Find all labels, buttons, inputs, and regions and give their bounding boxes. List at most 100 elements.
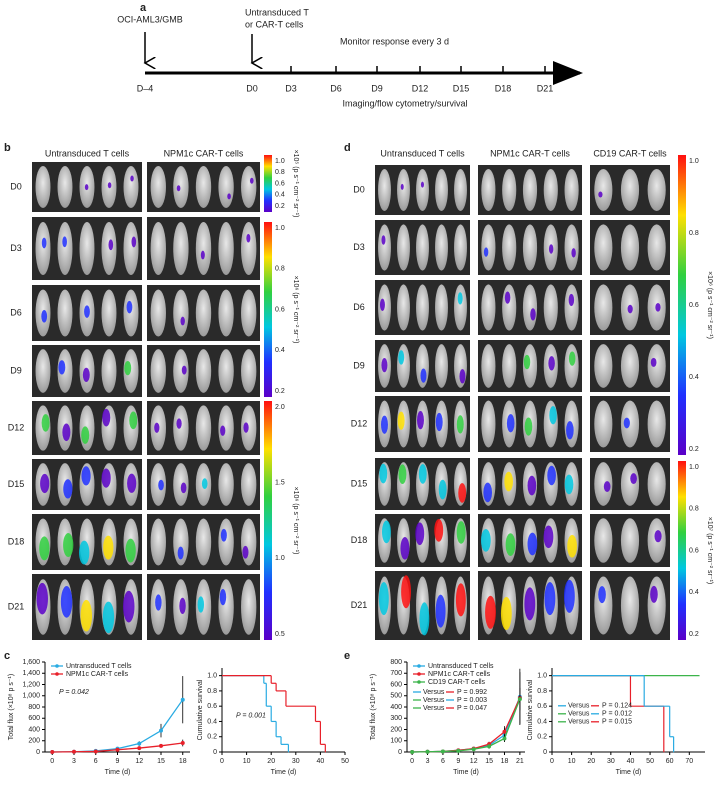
mouse [564, 169, 579, 211]
signal [84, 305, 90, 318]
x-tick-label: 10 [243, 758, 251, 765]
y-tick-label: 1,000 [22, 693, 40, 700]
signal [129, 411, 138, 430]
signal [126, 300, 133, 314]
signal [58, 360, 66, 375]
x-tick-label: 0 [220, 758, 224, 765]
mouse [620, 400, 640, 448]
y-tick-label: 0.2 [207, 734, 217, 741]
day-label: D21 [537, 83, 554, 93]
column-header: NPM1c CAR-T cells [164, 148, 244, 158]
mouse [195, 518, 212, 566]
signal [623, 417, 630, 429]
y-axis-label: Total flux (×10⁸ p s⁻¹) [8, 674, 15, 740]
mouse [101, 222, 117, 275]
compare-label: Versus [568, 719, 590, 726]
day-label: D0 [246, 83, 258, 93]
mouse [218, 222, 234, 275]
mouse [416, 224, 429, 271]
signal [103, 535, 114, 560]
mouse [195, 289, 212, 337]
mouse [620, 576, 640, 635]
signal [176, 185, 181, 192]
mouse [481, 224, 496, 271]
mouse [481, 169, 496, 211]
x-tick-label: 12 [470, 758, 478, 765]
row-label: D0 [353, 184, 365, 194]
colorbar-tick: 0.6 [275, 306, 285, 313]
mouse [35, 222, 51, 275]
signal [400, 536, 410, 560]
point [440, 749, 445, 754]
signal [654, 530, 662, 543]
signal [420, 181, 424, 188]
mouse [594, 169, 613, 211]
day-label: D18 [495, 83, 512, 93]
signal [527, 532, 538, 556]
y-tick-label: 600 [390, 681, 402, 688]
signal [655, 303, 661, 312]
row-label: D12 [8, 422, 25, 432]
x-tick-label: 18 [179, 758, 187, 765]
signal [108, 239, 114, 251]
mouse [218, 579, 234, 635]
y-tick-label: 1,200 [22, 681, 40, 688]
x-tick-label: 18 [501, 758, 509, 765]
mouse [150, 349, 166, 393]
mouse [481, 400, 496, 448]
signal [124, 360, 132, 376]
mouse [620, 169, 640, 211]
signal [63, 479, 73, 499]
signal [458, 483, 467, 503]
y-tick-label: 0.2 [537, 734, 547, 741]
mouse [57, 222, 73, 275]
compare-label: Versus [423, 689, 445, 696]
y-tick-label: 0.6 [207, 703, 217, 710]
mouse [594, 284, 613, 331]
column-header: NPM1c CAR-T cells [490, 148, 570, 158]
signal [123, 590, 135, 623]
mouse [594, 518, 613, 563]
signal [102, 601, 115, 634]
mouse [397, 344, 410, 388]
x-axis-label: Time (d) [271, 769, 297, 776]
signal [420, 368, 427, 383]
colorbar-tick: 1.0 [275, 555, 285, 562]
y-tick-label: 800 [28, 704, 40, 711]
mouse [481, 344, 496, 388]
x-tick-label: 15 [485, 758, 493, 765]
signal [524, 417, 533, 436]
y-tick-label: 0.8 [207, 688, 217, 695]
legend-marker [55, 664, 59, 668]
colorbar-tick: 0.5 [275, 631, 285, 638]
x-tick-label: 0 [550, 758, 554, 765]
y-tick-label: 0 [213, 749, 217, 756]
mouse [241, 222, 257, 275]
colorbar-tick: 1.5 [275, 480, 285, 487]
start-label: OCI-AML3/GMB [117, 14, 183, 24]
mouse [647, 576, 666, 635]
signal [177, 546, 184, 560]
y-tick-label: 300 [390, 715, 402, 722]
mouse [101, 349, 117, 393]
signal [549, 406, 557, 425]
x-tick-label: 9 [116, 758, 120, 765]
signal [544, 582, 556, 616]
x-tick-label: 15 [157, 758, 165, 765]
signal [459, 369, 466, 384]
x-tick-label: 30 [607, 758, 615, 765]
panel-label: a [140, 2, 147, 14]
signal [438, 479, 447, 500]
mouse [35, 349, 51, 393]
signal [417, 411, 424, 430]
mouse [79, 222, 95, 275]
mouse [57, 289, 73, 337]
signal [81, 426, 90, 444]
p-value: P = 0.124 [602, 703, 632, 710]
point [456, 748, 461, 753]
row-label: D18 [351, 535, 368, 545]
panel-label: b [4, 142, 11, 154]
signal [63, 533, 74, 558]
signal [506, 414, 515, 433]
treatment-label: or CAR-T cells [245, 19, 304, 29]
